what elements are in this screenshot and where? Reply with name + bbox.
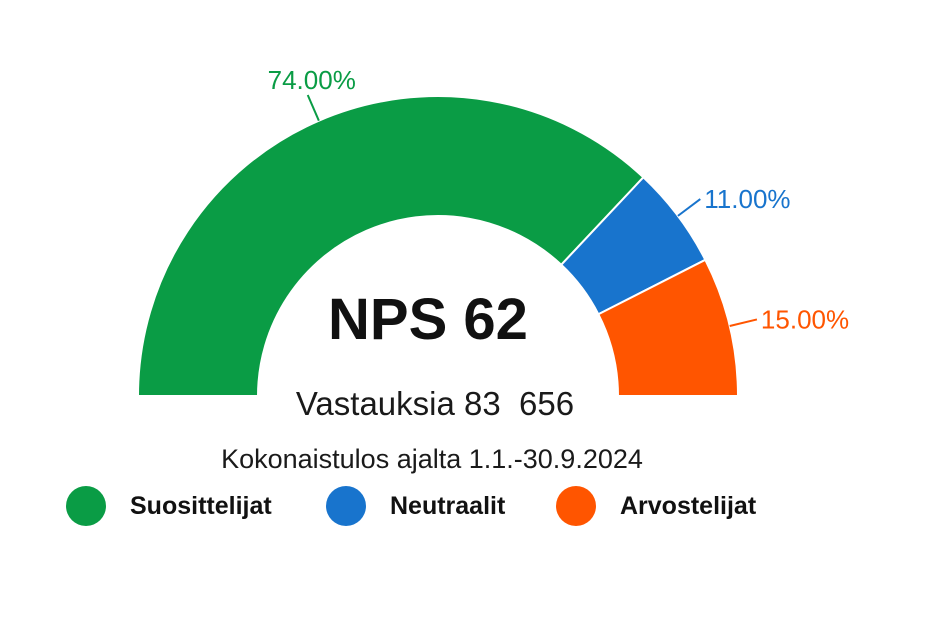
value-labels: 74.00% 11.00% 15.00% [268,65,849,334]
legend-label: Suosittelijat [130,491,272,520]
value-label-arvostelijat: 15.00% [761,304,849,334]
gauge-segments [136,95,740,397]
legend-item-arvostelijat: Arvostelijat [556,484,756,528]
legend-item-neutraalit: Neutraalit [326,484,505,528]
legend-swatch-neutraalit [326,486,366,526]
legend-swatch-arvostelijat [556,486,596,526]
result-period: Kokonaistulos ajalta 1.1.-30.9.2024 [221,444,643,474]
gauge-segment-suosittelijat [136,95,645,397]
nps-gauge: 74.00% 11.00% 15.00% NPS 62 Vastauksia 83 … [136,65,849,474]
value-label-neutraalit: 11.00% [704,184,790,214]
nps-score: NPS 62 [328,287,528,352]
gauge-segment-arvostelijat [597,258,740,397]
response-count: Vastauksia 83 656 [296,385,574,422]
leader-line-neutraalit [677,198,701,217]
legend-item-suosittelijat: Suosittelijat [66,484,272,528]
chart-legend: Suosittelijat Neutraalit Arvostelijat [0,484,927,528]
label-leaders [306,94,758,327]
value-label-suosittelijat: 74.00% [268,65,356,95]
legend-label: Arvostelijat [620,491,757,520]
legend-swatch-suosittelijat [66,486,106,526]
leader-line-suosittelijat [306,94,320,122]
legend-label: Neutraalit [390,491,506,520]
leader-line-arvostelijat [729,318,758,327]
